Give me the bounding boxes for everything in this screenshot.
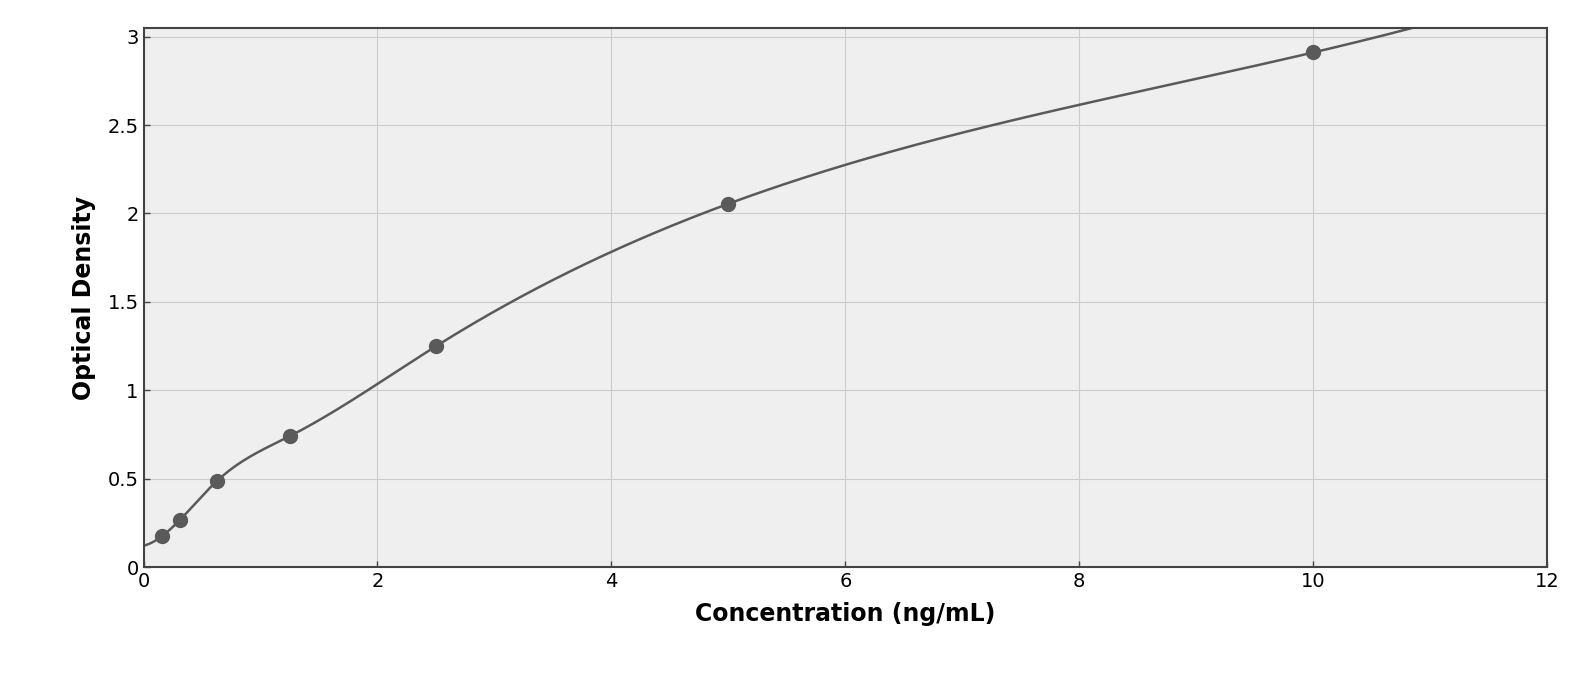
Point xyxy=(716,198,742,209)
Y-axis label: Optical Density: Optical Density xyxy=(72,196,96,399)
Point xyxy=(423,340,448,352)
Point xyxy=(278,430,303,441)
Point xyxy=(148,531,174,542)
X-axis label: Concentration (ng/mL): Concentration (ng/mL) xyxy=(695,603,995,626)
Point xyxy=(204,475,230,486)
Point xyxy=(167,514,193,525)
Point xyxy=(1300,47,1325,58)
